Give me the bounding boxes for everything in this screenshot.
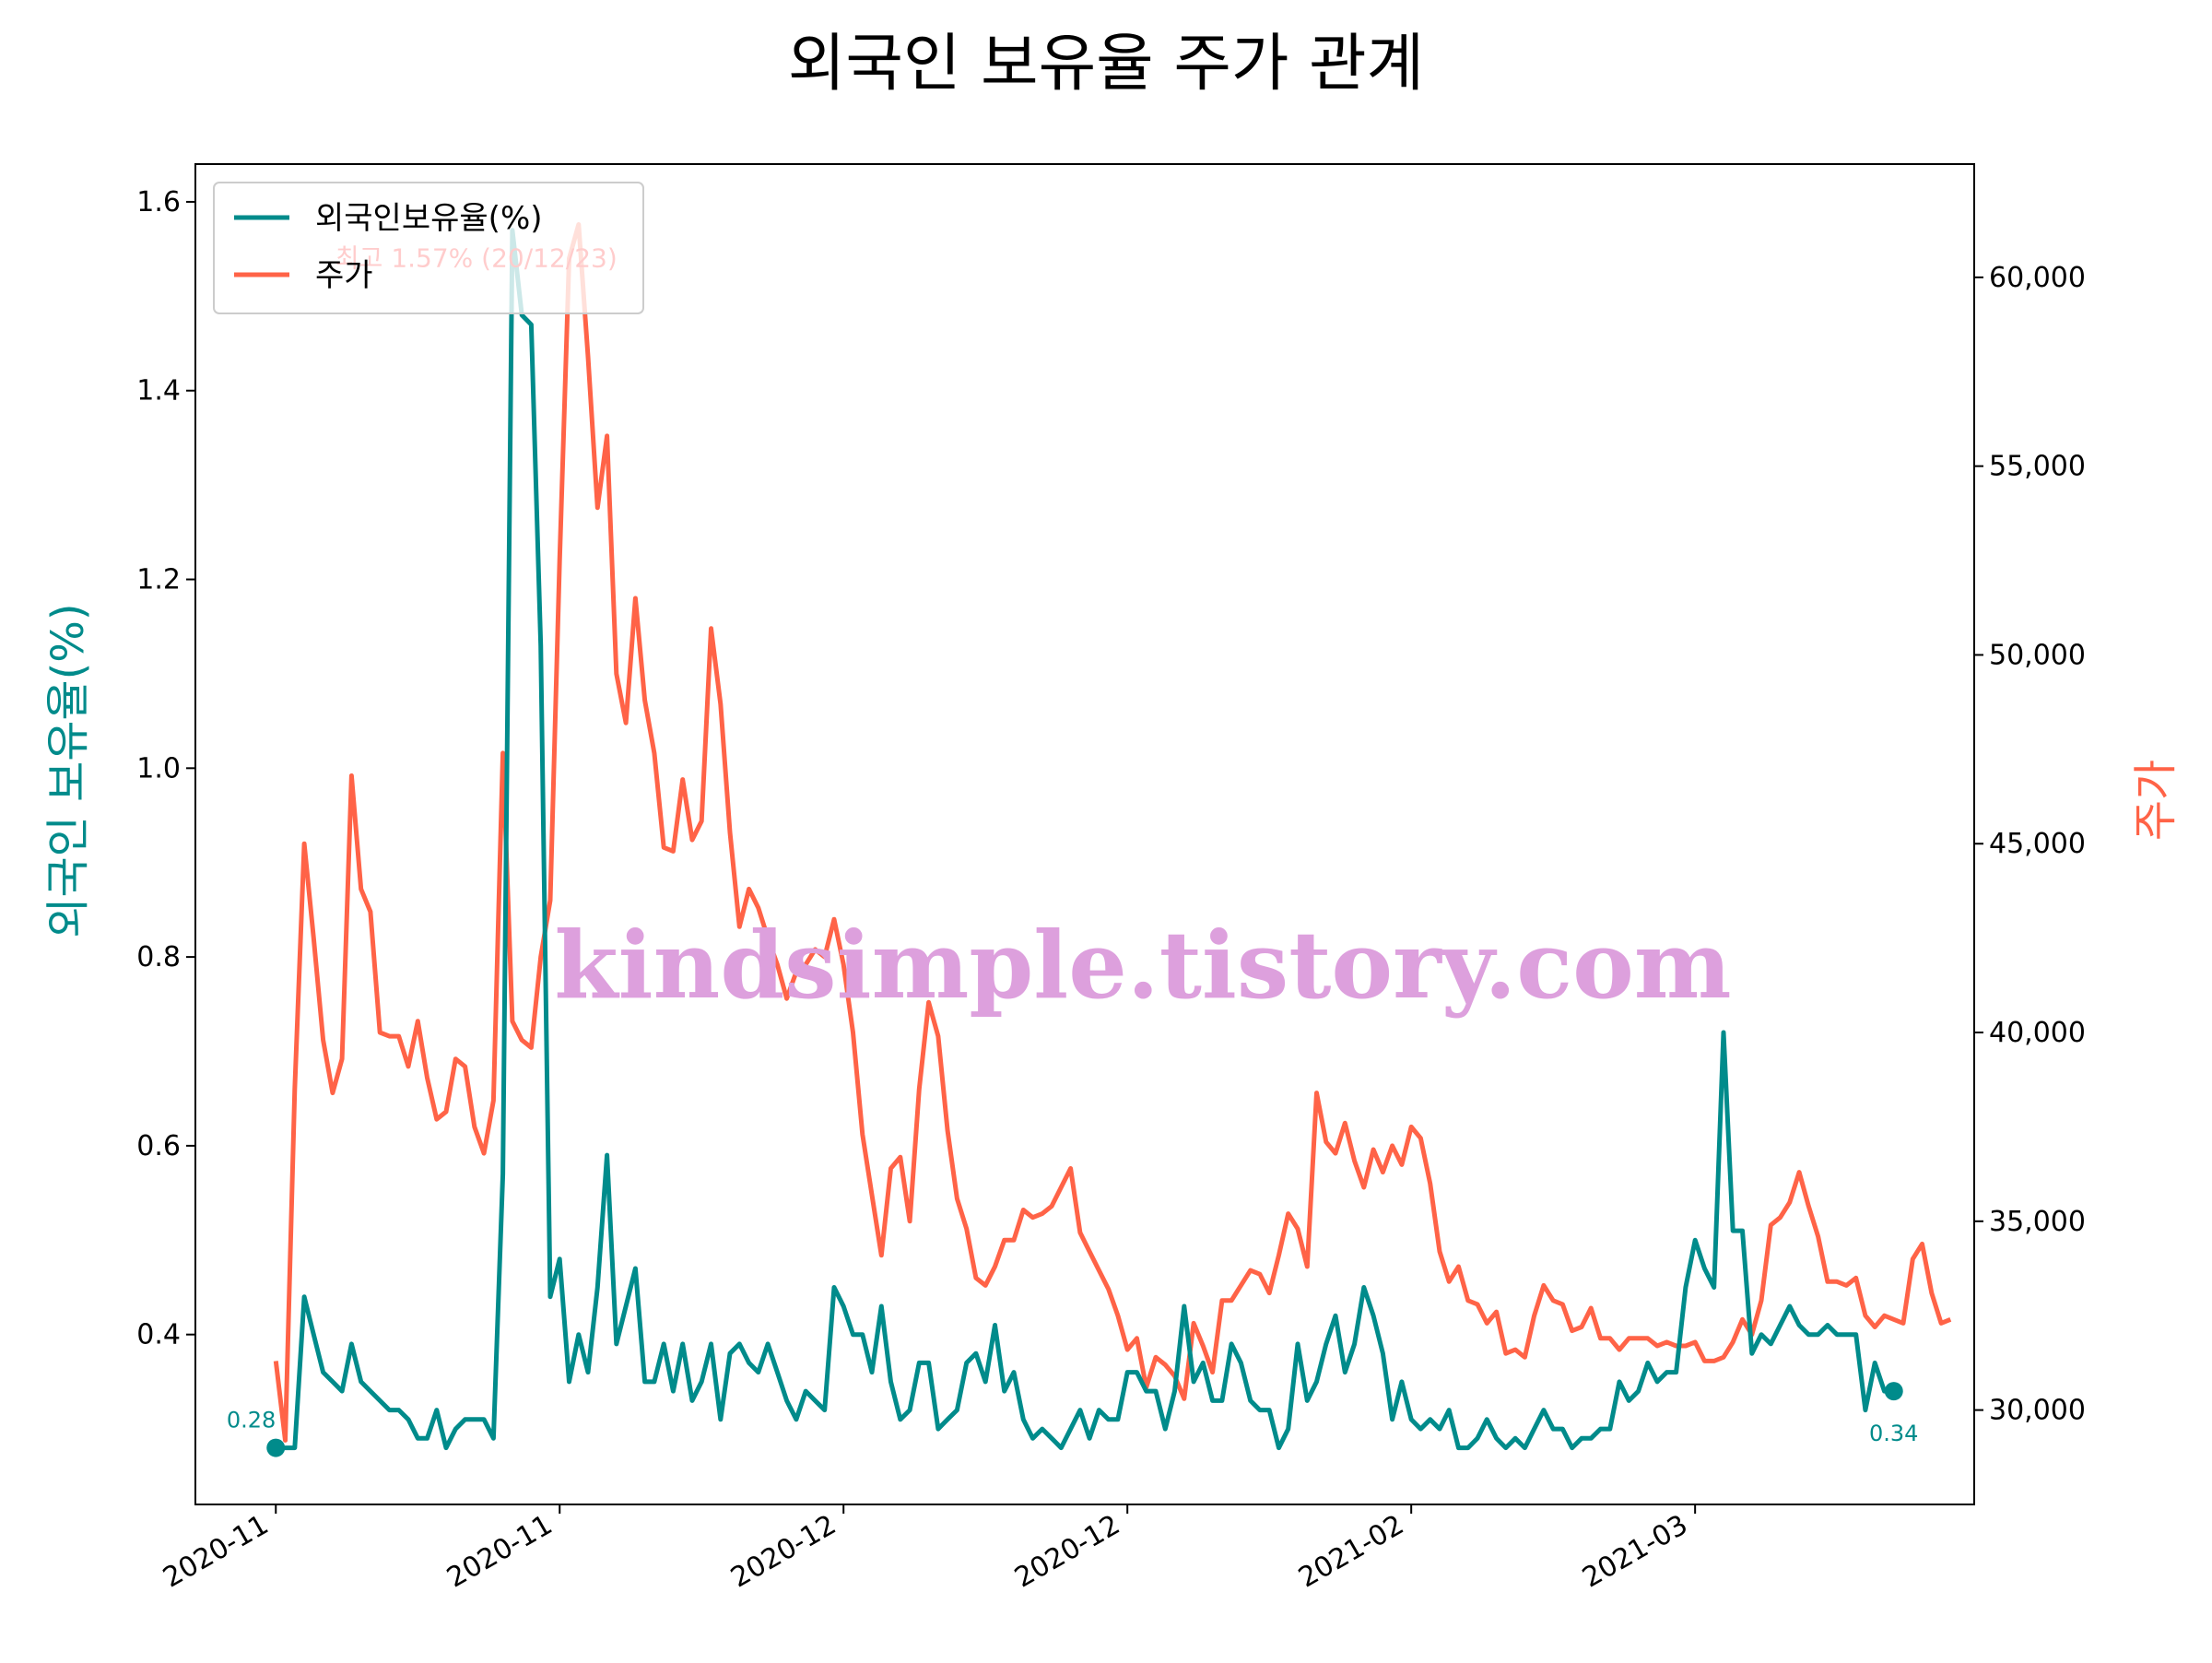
right-tick-label: 55,000 [1989, 451, 2086, 483]
foreign-series-line [276, 228, 1894, 1451]
legend-box [213, 182, 644, 314]
end-point-marker [1884, 1382, 1903, 1401]
left-tick-label: 0.8 [136, 941, 181, 973]
watermark: kindsimple.tistory.com [554, 911, 1731, 1020]
start-point-marker [266, 1438, 286, 1457]
legend-label: 주가 [315, 257, 373, 294]
right-tick-label: 35,000 [1989, 1206, 2086, 1238]
left-tick-label: 0.6 [136, 1130, 181, 1162]
right-tick-label: 30,000 [1989, 1395, 2086, 1427]
end-annotation: 0.34 [1869, 1421, 1918, 1446]
legend-label: 외국인보유율(%) [315, 200, 543, 237]
right-tick-label: 45,000 [1989, 828, 2086, 860]
right-tick-label: 50,000 [1989, 639, 2086, 671]
plot-frame [194, 163, 1975, 1505]
left-tick-label: 1.2 [136, 564, 181, 596]
left-tick-label: 1.0 [136, 752, 181, 784]
right-tick-label: 60,000 [1989, 262, 2086, 294]
left-tick-label: 1.6 [136, 186, 181, 218]
right-tick-label: 40,000 [1989, 1017, 2086, 1049]
right-axis-title: 주가 [2130, 760, 2182, 841]
price-series-line [273, 222, 1952, 1443]
left-tick-label: 0.4 [136, 1319, 181, 1351]
start-annotation: 0.28 [227, 1408, 276, 1433]
chart-title: 외국인 보유율 주가 관계 [788, 28, 1424, 100]
left-axis-title: 외국인 보유율(%) [42, 603, 94, 938]
left-tick-label: 1.4 [136, 375, 181, 407]
